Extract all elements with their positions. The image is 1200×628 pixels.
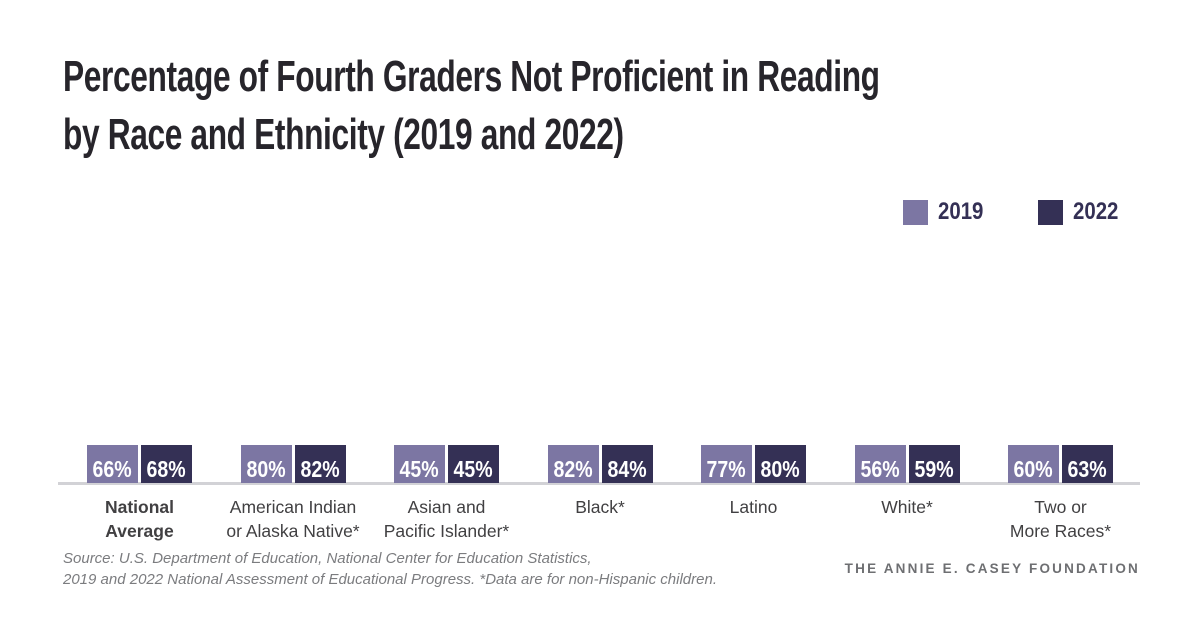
bar-2019: 82% (547, 445, 599, 483)
x-axis-line (58, 482, 1140, 485)
bar-group: 80% 82% American Indian or Alaska Native* (226, 445, 360, 541)
bar-2022: 68% (141, 445, 192, 483)
source-note-line1: Source: U.S. Department of Education, Na… (63, 550, 592, 567)
bar-value-label: 80% (246, 456, 286, 482)
legend-label-2019: 2019 (938, 198, 984, 225)
bar-value-label: 45% (453, 456, 494, 482)
bar-group: 66% 68% National Average (87, 445, 192, 541)
bar-value-label: 68% (146, 456, 187, 482)
bar-value-label: 82% (553, 456, 593, 482)
category-label: Latino (729, 497, 778, 517)
bar-value-label: 80% (760, 456, 801, 482)
brand-footer: THE ANNIE E. CASEY FOUNDATION (844, 561, 1140, 576)
legend-item-2019: 2019 (903, 198, 991, 226)
bar-2022: 45% (448, 445, 499, 483)
category-label: American Indian or Alaska Native* (226, 497, 360, 541)
bar-value-label: 56% (860, 456, 900, 482)
bar-chart: 66% 68% National Average 80% 82% American Indi… (58, 163, 1140, 541)
bar-2019: 56% (854, 445, 906, 483)
bar-2019: 60% (1008, 445, 1059, 483)
category-label: Asian and Pacific Islander* (383, 497, 510, 541)
category-label: National Average (104, 497, 175, 541)
legend-item-2022: 2022 (1037, 198, 1126, 226)
bar-2019: 45% (394, 445, 445, 483)
plot-area: 66% 68% National Average 80% 82% American Indi… (58, 163, 1140, 541)
bar-value-label: 59% (914, 456, 954, 482)
bar-group: 82% 84% Black* (547, 445, 653, 517)
chart-title-line2: by Race and Ethnicity (2019 and 2022) (63, 110, 624, 159)
bar-2022: 59% (908, 445, 960, 483)
bar-2019: 77% (701, 445, 752, 483)
source-note: Source: U.S. Department of Education, Na… (63, 549, 717, 590)
bar-group: 56% 59% White* (854, 445, 960, 517)
bar-value-label: 60% (1013, 456, 1054, 482)
category-label: Two or More Races* (1009, 497, 1112, 541)
legend-swatch-2022 (1037, 199, 1063, 225)
category-label: Black* (575, 497, 625, 517)
bar-2022: 84% (601, 445, 653, 483)
legend-label-2022: 2022 (1072, 198, 1118, 225)
chart-legend: 2019 2022 (903, 198, 1126, 226)
source-note-line2: 2019 and 2022 National Assessment of Edu… (63, 570, 717, 588)
chart-title-line1: Percentage of Fourth Graders Not Profici… (63, 52, 880, 101)
bar-group: 45% 45% Asian and Pacific Islander* (384, 445, 509, 541)
bar-value-label: 63% (1067, 456, 1108, 482)
legend-swatch-2019 (903, 199, 929, 225)
category-label: White* (881, 497, 933, 517)
bar-2022: 82% (294, 445, 346, 483)
bar-value-label: 84% (607, 456, 647, 482)
chart-title: Percentage of Fourth Graders Not Profici… (63, 48, 880, 164)
bar-2022: 80% (755, 445, 806, 483)
bar-2019: 66% (87, 445, 138, 483)
bar-2019: 80% (240, 445, 292, 483)
bar-2022: 63% (1062, 445, 1113, 483)
bar-group: 60% 63% Two or More Races* (1008, 445, 1113, 541)
bar-group: 77% 80% Latino (701, 445, 806, 517)
bar-value-label: 45% (399, 456, 440, 482)
bar-value-label: 82% (300, 456, 340, 482)
bar-value-label: 66% (92, 456, 133, 482)
bar-value-label: 77% (706, 456, 747, 482)
